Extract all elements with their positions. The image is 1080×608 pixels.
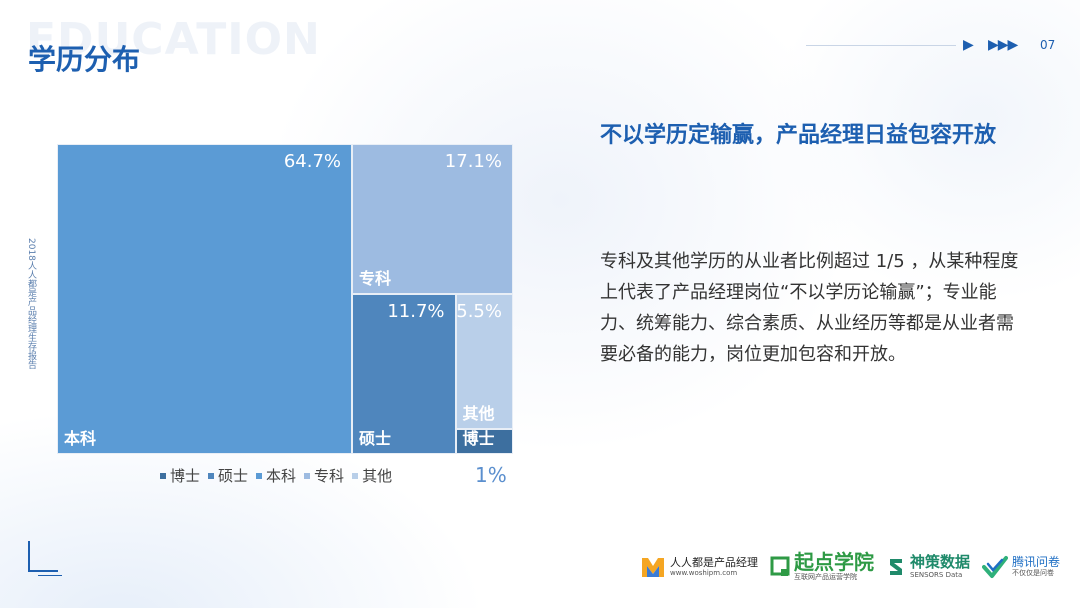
logo-main-text: 神策数据	[910, 552, 971, 571]
cell-value-label: 11.7%	[387, 301, 445, 323]
logo-main-text: 腾讯问卷	[1012, 555, 1061, 569]
logo-main-text: 人人都是产品经理	[670, 555, 758, 569]
treemap-cell-master: 11.7% 硕士	[352, 294, 456, 454]
cell-category-label: 硕士	[359, 428, 392, 448]
logo-sub-text: 互联网产品运营学院	[794, 573, 857, 581]
logo-sub-text: 不仅仅是问卷	[1012, 569, 1055, 577]
header-watermark: EDUCATION	[26, 14, 321, 65]
legend-label: 硕士	[218, 467, 249, 485]
treemap-cell-associate: 17.1% 专科	[352, 144, 513, 295]
legend-swatch	[352, 472, 359, 479]
legend-item: 硕士	[208, 465, 248, 486]
cell-category-label: 专科	[359, 269, 392, 289]
header-divider	[806, 45, 956, 46]
corner-line-decoration	[38, 575, 62, 576]
play-arrow-icon: ▶	[963, 37, 974, 53]
legend-item: 其他	[352, 465, 392, 486]
page-title: 学历分布	[28, 43, 141, 76]
logo-woshipm: 人人都是产品经理 www.woshipm.com	[640, 555, 758, 579]
cell-value-label: 17.1%	[444, 151, 502, 172]
cell-category-label: 本科	[64, 429, 97, 448]
sponsor-logos: 人人都是产品经理 www.woshipm.com 起点学院 互联网产品运营学院 …	[640, 552, 1060, 581]
legend-item: 本科	[256, 465, 296, 486]
phd-value-label: 1%	[475, 463, 507, 487]
legend-swatch	[256, 472, 263, 479]
panel-body-text: 专科及其他学历的从业者比例超过 1/5 ，从某种程度上代表了产品经理岗位“不以学…	[600, 251, 1019, 365]
legend-label: 本科	[266, 467, 297, 485]
treemap-cell-bachelor: 64.7% 本科	[57, 144, 353, 454]
legend-item: 专科	[304, 465, 344, 486]
panel-headline: 不以学历定输赢，产品经理日益包容开放	[600, 123, 997, 148]
legend-swatch	[304, 472, 311, 479]
logo-sub-text: www.woshipm.com	[670, 568, 738, 577]
legend-swatch	[208, 472, 215, 479]
triple-arrow-icon: ▶▶▶	[988, 37, 1018, 53]
cell-value-label: 5.5%	[456, 301, 502, 323]
vertical-source-label: 2018人人都是产品经理生存报告	[26, 238, 36, 369]
chart-legend: 博士 硕士 本科 专科 其他	[160, 465, 392, 486]
logo-main-text: 起点学院	[794, 550, 874, 574]
legend-label: 专科	[314, 467, 345, 485]
checkmark-logo-icon	[982, 555, 1009, 578]
legend-item: 博士	[160, 465, 200, 486]
treemap-cell-phd: 博士	[455, 429, 513, 454]
treemap-cell-other: 5.5% 其他	[455, 294, 513, 430]
corner-bracket-decoration	[28, 541, 58, 572]
sensors-logo-icon	[890, 558, 902, 575]
legend-label: 其他	[362, 467, 393, 485]
logo-shence: 神策数据 SENSORS Data	[886, 552, 971, 579]
treemap-chart: 64.7% 本科 17.1% 专科 11.7% 硕士 5.5% 其他 博士	[57, 144, 513, 454]
page-number: 07	[1040, 38, 1056, 52]
cell-value-label: 64.7%	[283, 151, 342, 172]
logo-sub-text: SENSORS Data	[910, 570, 963, 579]
legend-label: 博士	[170, 467, 201, 485]
cell-category-label: 其他	[462, 404, 495, 424]
cell-category-label: 博士	[462, 429, 495, 448]
woshipm-logo-icon	[642, 557, 664, 577]
legend-swatch	[160, 472, 166, 479]
qidian-logo-icon	[770, 556, 790, 576]
logo-tencent: 腾讯问卷 不仅仅是问卷	[982, 555, 1060, 579]
logo-qidian: 起点学院 互联网产品运营学院	[770, 552, 874, 581]
